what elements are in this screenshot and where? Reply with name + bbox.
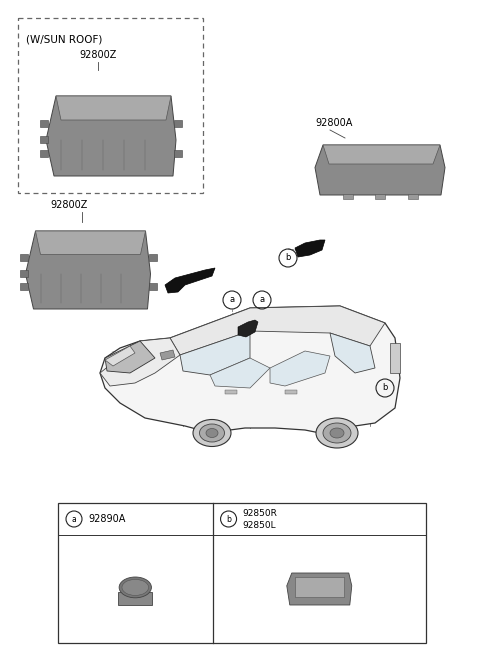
Bar bbox=[40, 120, 48, 127]
Polygon shape bbox=[315, 145, 445, 195]
Polygon shape bbox=[160, 350, 175, 360]
Bar bbox=[408, 194, 418, 199]
Ellipse shape bbox=[193, 420, 231, 447]
Polygon shape bbox=[100, 306, 400, 433]
Bar bbox=[40, 150, 48, 156]
Bar bbox=[148, 283, 156, 290]
Bar bbox=[390, 343, 400, 373]
Bar bbox=[174, 150, 182, 156]
Bar bbox=[375, 194, 385, 199]
Bar bbox=[295, 577, 344, 597]
Polygon shape bbox=[25, 231, 151, 309]
Text: 92800A: 92800A bbox=[315, 118, 352, 128]
Ellipse shape bbox=[316, 418, 358, 448]
Text: 92850R: 92850R bbox=[242, 509, 277, 518]
Text: 92800Z: 92800Z bbox=[79, 50, 117, 60]
Polygon shape bbox=[105, 341, 155, 373]
Polygon shape bbox=[238, 320, 258, 337]
Ellipse shape bbox=[330, 428, 344, 438]
Text: b: b bbox=[382, 384, 388, 392]
Bar bbox=[225, 390, 237, 394]
Polygon shape bbox=[295, 240, 325, 257]
Polygon shape bbox=[323, 145, 440, 164]
Bar bbox=[174, 120, 182, 127]
Text: a: a bbox=[72, 514, 76, 524]
Ellipse shape bbox=[323, 423, 351, 443]
Ellipse shape bbox=[119, 577, 151, 598]
Ellipse shape bbox=[200, 424, 225, 442]
Bar bbox=[148, 254, 156, 261]
Bar bbox=[20, 270, 27, 277]
Bar bbox=[58, 503, 426, 643]
Bar bbox=[285, 390, 297, 394]
Text: b: b bbox=[285, 254, 291, 263]
Polygon shape bbox=[330, 333, 375, 373]
Text: b: b bbox=[226, 514, 231, 524]
Text: a: a bbox=[229, 296, 235, 304]
Polygon shape bbox=[105, 346, 135, 366]
Ellipse shape bbox=[122, 579, 149, 595]
Polygon shape bbox=[270, 351, 330, 386]
Text: (W/SUN ROOF): (W/SUN ROOF) bbox=[26, 34, 102, 44]
Polygon shape bbox=[180, 331, 250, 375]
Bar bbox=[343, 194, 352, 199]
Bar bbox=[18, 18, 203, 193]
Text: 92890A: 92890A bbox=[88, 514, 125, 524]
Bar bbox=[40, 136, 48, 143]
Ellipse shape bbox=[206, 428, 218, 438]
Polygon shape bbox=[287, 573, 352, 605]
Polygon shape bbox=[56, 96, 171, 120]
Polygon shape bbox=[210, 358, 270, 388]
Polygon shape bbox=[165, 268, 215, 293]
Bar bbox=[20, 254, 27, 261]
Text: 92800Z: 92800Z bbox=[50, 200, 87, 210]
Polygon shape bbox=[36, 231, 145, 254]
Text: 92850L: 92850L bbox=[242, 520, 276, 530]
Polygon shape bbox=[100, 338, 180, 386]
Bar bbox=[20, 283, 27, 290]
Text: a: a bbox=[259, 296, 264, 304]
Bar bbox=[118, 592, 152, 605]
Polygon shape bbox=[170, 306, 385, 355]
Polygon shape bbox=[46, 96, 176, 176]
